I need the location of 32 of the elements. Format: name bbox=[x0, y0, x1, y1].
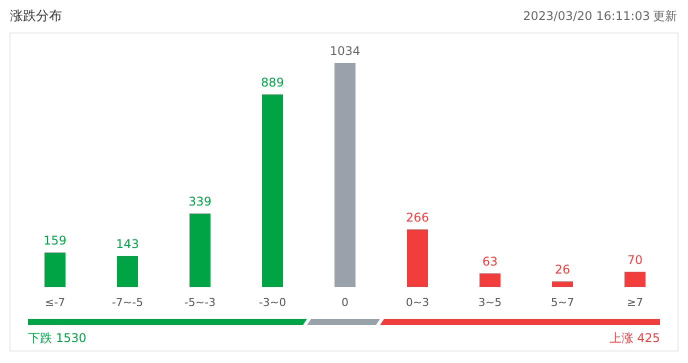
data-label: 143 bbox=[116, 237, 139, 252]
bar bbox=[480, 273, 500, 287]
x-tick-label: 5~7 bbox=[550, 296, 574, 309]
bar bbox=[624, 272, 646, 287]
bar bbox=[190, 214, 210, 287]
bar bbox=[552, 281, 573, 287]
data-label: 889 bbox=[261, 75, 284, 90]
x-tick-label: -7~-5 bbox=[112, 296, 144, 309]
data-label: 159 bbox=[44, 234, 66, 248]
data-label: 70 bbox=[627, 252, 643, 267]
text: 上涨 425 bbox=[609, 331, 660, 345]
bar bbox=[44, 252, 66, 287]
bar bbox=[334, 63, 356, 287]
text: 2023/03/20 16:11:03 bbox=[523, 9, 650, 23]
chart-title: 涨跌分布 bbox=[10, 9, 62, 24]
data-label: 266 bbox=[406, 210, 429, 224]
x-tick-label: 3~5 bbox=[478, 296, 502, 309]
x-tick-label: ≤-7 bbox=[44, 296, 66, 309]
x-tick-label: -3~0 bbox=[258, 296, 286, 309]
text: 下跌 1530 bbox=[28, 331, 86, 345]
data-label: 1034 bbox=[330, 44, 360, 58]
x-tick-label: 0~3 bbox=[406, 296, 430, 309]
bar bbox=[117, 256, 138, 287]
bar bbox=[262, 94, 283, 287]
text: 更新 bbox=[653, 9, 677, 23]
bar bbox=[407, 229, 428, 287]
x-tick-label: 0 bbox=[342, 296, 348, 309]
data-label: 26 bbox=[554, 262, 570, 276]
x-tick-label: -5~-3 bbox=[184, 296, 216, 309]
x-tick-label: ≥7 bbox=[626, 296, 644, 309]
data-label: 63 bbox=[482, 254, 498, 268]
data-label: 339 bbox=[188, 194, 212, 209]
